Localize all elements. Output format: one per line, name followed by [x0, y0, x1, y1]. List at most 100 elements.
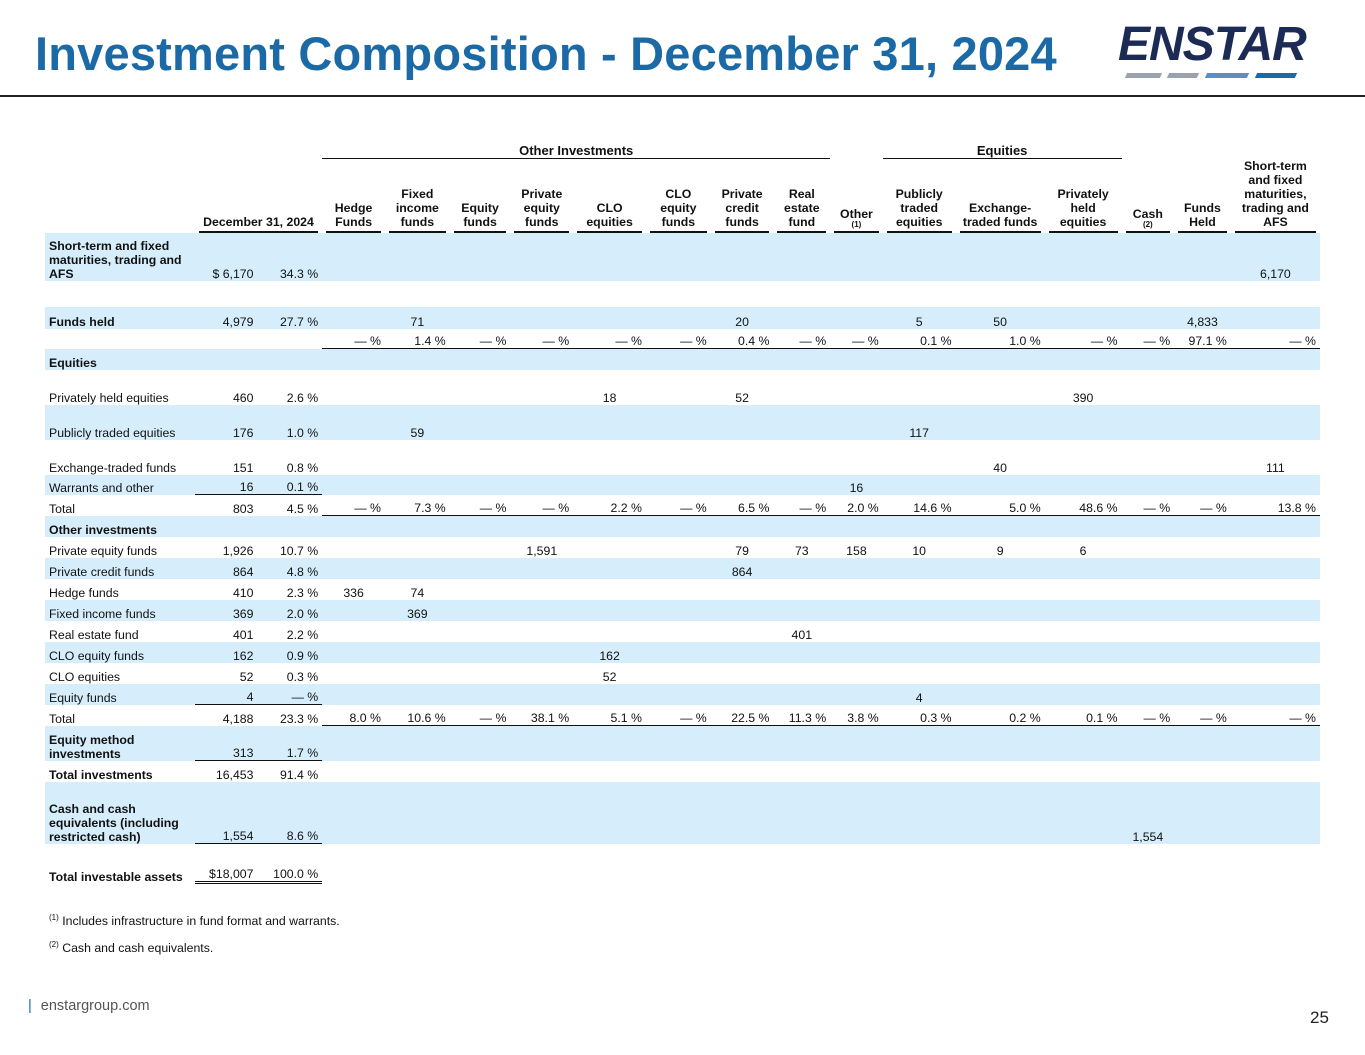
data-cell	[773, 844, 830, 884]
data-cell	[384, 642, 450, 663]
col-header-publicly-traded: Publicly traded equities	[883, 159, 956, 233]
data-cell: 4,833	[1174, 307, 1231, 329]
amount-cell: $ 6,170	[194, 233, 258, 281]
row-label: Equities	[45, 349, 195, 370]
data-cell: 50	[955, 307, 1045, 329]
data-cell: 73	[794, 544, 809, 558]
data-cell: — %	[1230, 705, 1320, 726]
data-cell	[711, 844, 774, 884]
data-cell: — %	[1174, 495, 1231, 516]
data-cell	[510, 516, 574, 537]
data-cell	[1044, 782, 1122, 844]
data-cell	[510, 440, 573, 475]
data-cell	[1174, 440, 1231, 475]
data-cell	[882, 558, 956, 579]
data-cell	[830, 684, 883, 705]
row-label: Private credit funds	[45, 558, 195, 579]
percent-cell: 2.2 %	[286, 628, 319, 642]
logo-wordmark: ENSTAR	[1118, 18, 1307, 71]
data-cell	[322, 281, 385, 307]
data-cell: 8.0 %	[322, 705, 385, 726]
data-cell: 11.3 %	[773, 705, 831, 726]
table-row: CLO equity funds 162 0.9 % 162	[45, 642, 1320, 663]
data-cell	[710, 684, 774, 705]
data-cell	[384, 684, 450, 705]
row-label: Publicly traded equities	[45, 405, 195, 440]
data-cell	[883, 281, 956, 307]
data-cell	[1121, 684, 1175, 705]
footer-website[interactable]: | enstargroup.com	[28, 998, 150, 1014]
data-cell: 1,554	[1121, 782, 1175, 844]
data-cell: 59	[384, 405, 450, 440]
data-cell	[956, 281, 1045, 307]
data-cell	[830, 370, 883, 405]
data-cell	[449, 558, 511, 579]
data-cell	[449, 516, 511, 537]
data-cell	[322, 370, 385, 405]
data-cell	[510, 370, 573, 405]
equities-group-header: Equities	[882, 144, 1122, 159]
amount-cell: 1,926	[222, 544, 254, 558]
data-cell	[830, 349, 883, 370]
data-cell: 2.0 %	[830, 495, 883, 516]
data-cell: 162	[573, 642, 646, 663]
data-cell	[322, 663, 385, 684]
data-cell	[1045, 281, 1122, 307]
data-cell	[1231, 844, 1320, 884]
column-header-row: December 31, 2024 Hedge Funds Fixed inco…	[45, 159, 1320, 233]
table-row: Equity funds 4— % 4	[45, 684, 1320, 705]
data-cell: 117	[882, 405, 956, 440]
data-cell	[1122, 440, 1175, 475]
percent-cell: 4.5 %	[286, 502, 319, 516]
amount-cell: 162	[194, 642, 258, 663]
data-cell: — %	[322, 495, 385, 516]
data-cell	[1044, 726, 1122, 761]
data-cell	[1044, 684, 1122, 705]
data-cell	[711, 440, 774, 475]
data-cell: 97.1 %	[1174, 329, 1231, 349]
table-row: CLO equities 52 0.3 % 52	[45, 663, 1320, 684]
data-cell	[1231, 621, 1320, 642]
percent-cell: 0.8 %	[286, 461, 319, 475]
data-cell	[322, 233, 385, 281]
percent-cell: — %	[257, 684, 323, 705]
data-cell	[510, 663, 573, 684]
data-cell	[1121, 307, 1175, 329]
data-cell	[882, 516, 956, 537]
data-cell	[646, 370, 711, 405]
table-row: Warrants and other 16 0.1 % 16	[45, 475, 1320, 495]
data-cell	[385, 621, 450, 642]
data-cell	[773, 307, 831, 329]
data-cell	[385, 281, 450, 307]
data-cell	[449, 600, 511, 621]
percent-cell: 1.7 %	[257, 726, 323, 761]
data-cell	[883, 370, 956, 405]
data-cell	[830, 405, 883, 440]
data-cell	[1044, 475, 1122, 495]
data-cell: 20	[710, 307, 774, 329]
data-cell	[1230, 307, 1320, 329]
data-cell	[830, 642, 883, 663]
data-cell	[449, 475, 511, 495]
percent-cell: 100.0 %	[257, 844, 323, 884]
table-row: Hedge funds 410 2.3 % 336 74	[45, 579, 1320, 600]
data-cell	[449, 684, 511, 705]
data-cell: — %	[646, 705, 711, 726]
col-header-privately-held: Privately held equities	[1045, 159, 1122, 233]
percent-cell: 0.3 %	[286, 670, 319, 684]
data-cell	[830, 281, 883, 307]
data-cell: 13.8 %	[1230, 495, 1320, 516]
data-cell	[646, 307, 711, 329]
col-header-hedge: Hedge Funds	[322, 159, 385, 233]
data-cell	[1044, 307, 1122, 329]
data-cell	[646, 349, 711, 370]
row-label: Total investments	[49, 768, 153, 782]
data-cell	[322, 684, 385, 705]
data-cell: — %	[322, 329, 385, 349]
data-cell: 52	[735, 391, 749, 405]
data-cell	[1174, 405, 1231, 440]
data-cell	[573, 440, 646, 475]
data-cell	[710, 600, 774, 621]
percent-cell	[257, 516, 323, 537]
data-cell	[573, 684, 646, 705]
